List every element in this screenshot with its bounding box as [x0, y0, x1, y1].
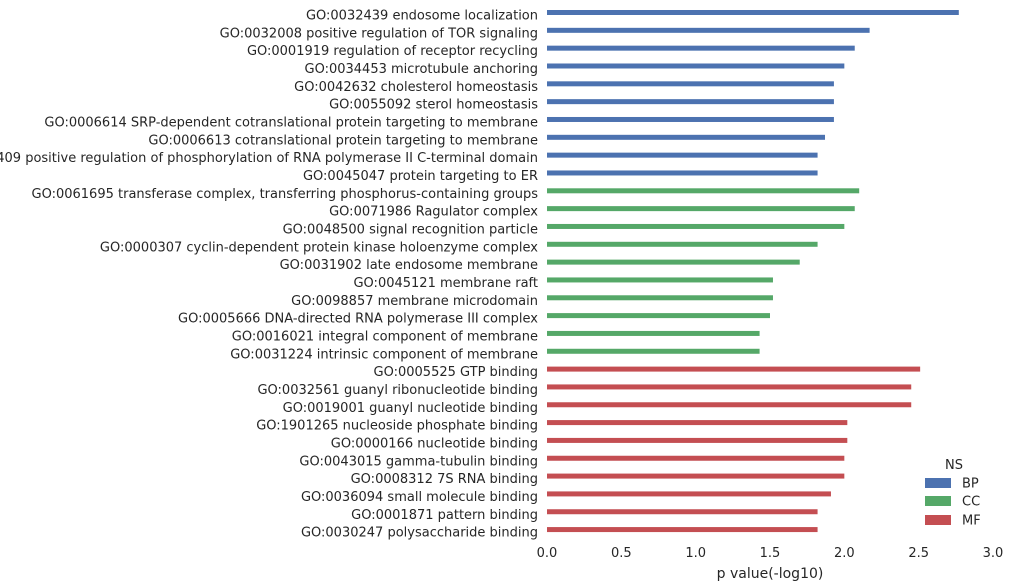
bar-bp	[547, 27, 870, 33]
category-label: GO:0034453 microtubule anchoring	[305, 62, 539, 77]
bar-cc	[547, 188, 860, 194]
bars-group	[547, 10, 959, 533]
bar-bp	[547, 116, 834, 122]
category-label: GO:0008312 7S RNA binding	[351, 472, 538, 487]
category-labels-group: GO:0032439 endosome localization GO:00320…	[0, 9, 538, 541]
category-label: GO:0030247 polysaccharide binding	[301, 526, 538, 541]
category-label: GO:1901265 nucleoside phosphate binding	[256, 419, 538, 434]
category-label: GO:0071986 Ragulator complex	[329, 205, 538, 220]
bar-bp	[547, 170, 818, 176]
x-tick-label: 3.0	[983, 546, 1004, 561]
category-label: GO:0043015 gamma-tubulin binding	[299, 454, 538, 469]
category-label: GO:0000166 nucleotide binding	[331, 436, 538, 451]
category-label: GO:0061695 transferase complex, transfer…	[32, 187, 539, 202]
bar-bp	[547, 81, 834, 87]
category-label: GO:0031224 intrinsic component of membra…	[230, 347, 538, 362]
bar-bp	[547, 152, 818, 158]
x-axis-title: p value(-log10)	[717, 566, 824, 582]
legend-label-cc: CC	[962, 495, 980, 510]
category-label: GO:0006613 cotranslational protein targe…	[148, 133, 538, 148]
bar-mf	[547, 420, 848, 426]
category-label: GO:0000307 cyclin-dependent protein kina…	[100, 240, 538, 255]
x-tick-label: 2.5	[908, 546, 929, 561]
bar-cc	[547, 330, 760, 336]
bar-bp	[547, 63, 845, 69]
bar-cc	[547, 348, 760, 354]
category-label: GO:1901409 positive regulation of phosph…	[0, 151, 538, 166]
bar-cc	[547, 206, 855, 212]
bar-bp	[547, 10, 959, 15]
bar-mf	[547, 366, 921, 372]
bar-cc	[547, 313, 770, 319]
category-label: GO:0001871 pattern binding	[351, 508, 538, 523]
x-tick-label: 1.0	[685, 546, 706, 561]
bar-mf	[547, 509, 818, 515]
bar-bp	[547, 99, 834, 105]
category-label: GO:0005525 GTP binding	[374, 365, 538, 380]
x-tick-label: 2.0	[834, 546, 855, 561]
category-label: GO:0032439 endosome localization	[306, 9, 538, 24]
category-label: GO:0048500 signal recognition particle	[283, 223, 538, 238]
legend-swatch-mf	[925, 515, 951, 525]
category-label: GO:0055092 sterol homeostasis	[329, 98, 538, 113]
category-label: GO:0006614 SRP-dependent cotranslational…	[44, 116, 538, 131]
bar-mf	[547, 384, 912, 390]
bar-mf	[547, 437, 848, 443]
legend: NS BP CC MF	[925, 458, 981, 529]
category-label: GO:0032008 positive regulation of TOR si…	[220, 26, 538, 41]
x-tick-label: 1.5	[760, 546, 781, 561]
category-label: GO:0036094 small molecule binding	[301, 490, 538, 505]
bar-mf	[547, 455, 845, 461]
bar-mf	[547, 402, 912, 408]
category-label: GO:0019001 guanyl nucleotide binding	[283, 401, 538, 416]
x-axis-ticks-group: 0.0 0.5 1.0 1.5 2.0 2.5 3.0	[537, 546, 1004, 561]
category-label: GO:0045047 protein targeting to ER	[303, 169, 538, 184]
x-tick-label: 0.0	[537, 546, 558, 561]
category-label: GO:0032561 guanyl ribonucleotide binding	[257, 383, 538, 398]
category-label: GO:0031902 late endosome membrane	[280, 258, 538, 273]
category-label: GO:0016021 integral component of membran…	[232, 329, 538, 344]
bar-cc	[547, 277, 773, 283]
bar-mf	[547, 491, 831, 497]
legend-swatch-bp	[925, 478, 951, 488]
bar-bp	[547, 134, 826, 140]
bar-cc	[547, 259, 800, 265]
bar-cc	[547, 241, 818, 247]
bar-mf	[547, 527, 818, 533]
legend-label-mf: MF	[962, 514, 981, 529]
category-label: GO:0045121 membrane raft	[353, 276, 538, 291]
x-tick-label: 0.5	[611, 546, 632, 561]
bar-bp	[547, 45, 855, 51]
category-label: GO:0098857 membrane microdomain	[291, 294, 538, 309]
category-label: GO:0001919 regulation of receptor recycl…	[247, 44, 538, 59]
category-label: GO:0005666 DNA-directed RNA polymerase I…	[178, 312, 538, 327]
legend-title: NS	[945, 458, 963, 473]
legend-label-bp: BP	[962, 477, 979, 492]
bar-cc	[547, 223, 845, 229]
legend-swatch-cc	[925, 496, 951, 506]
bar-cc	[547, 295, 773, 301]
bar-mf	[547, 473, 845, 479]
category-label: GO:0042632 cholesterol homeostasis	[294, 80, 538, 95]
